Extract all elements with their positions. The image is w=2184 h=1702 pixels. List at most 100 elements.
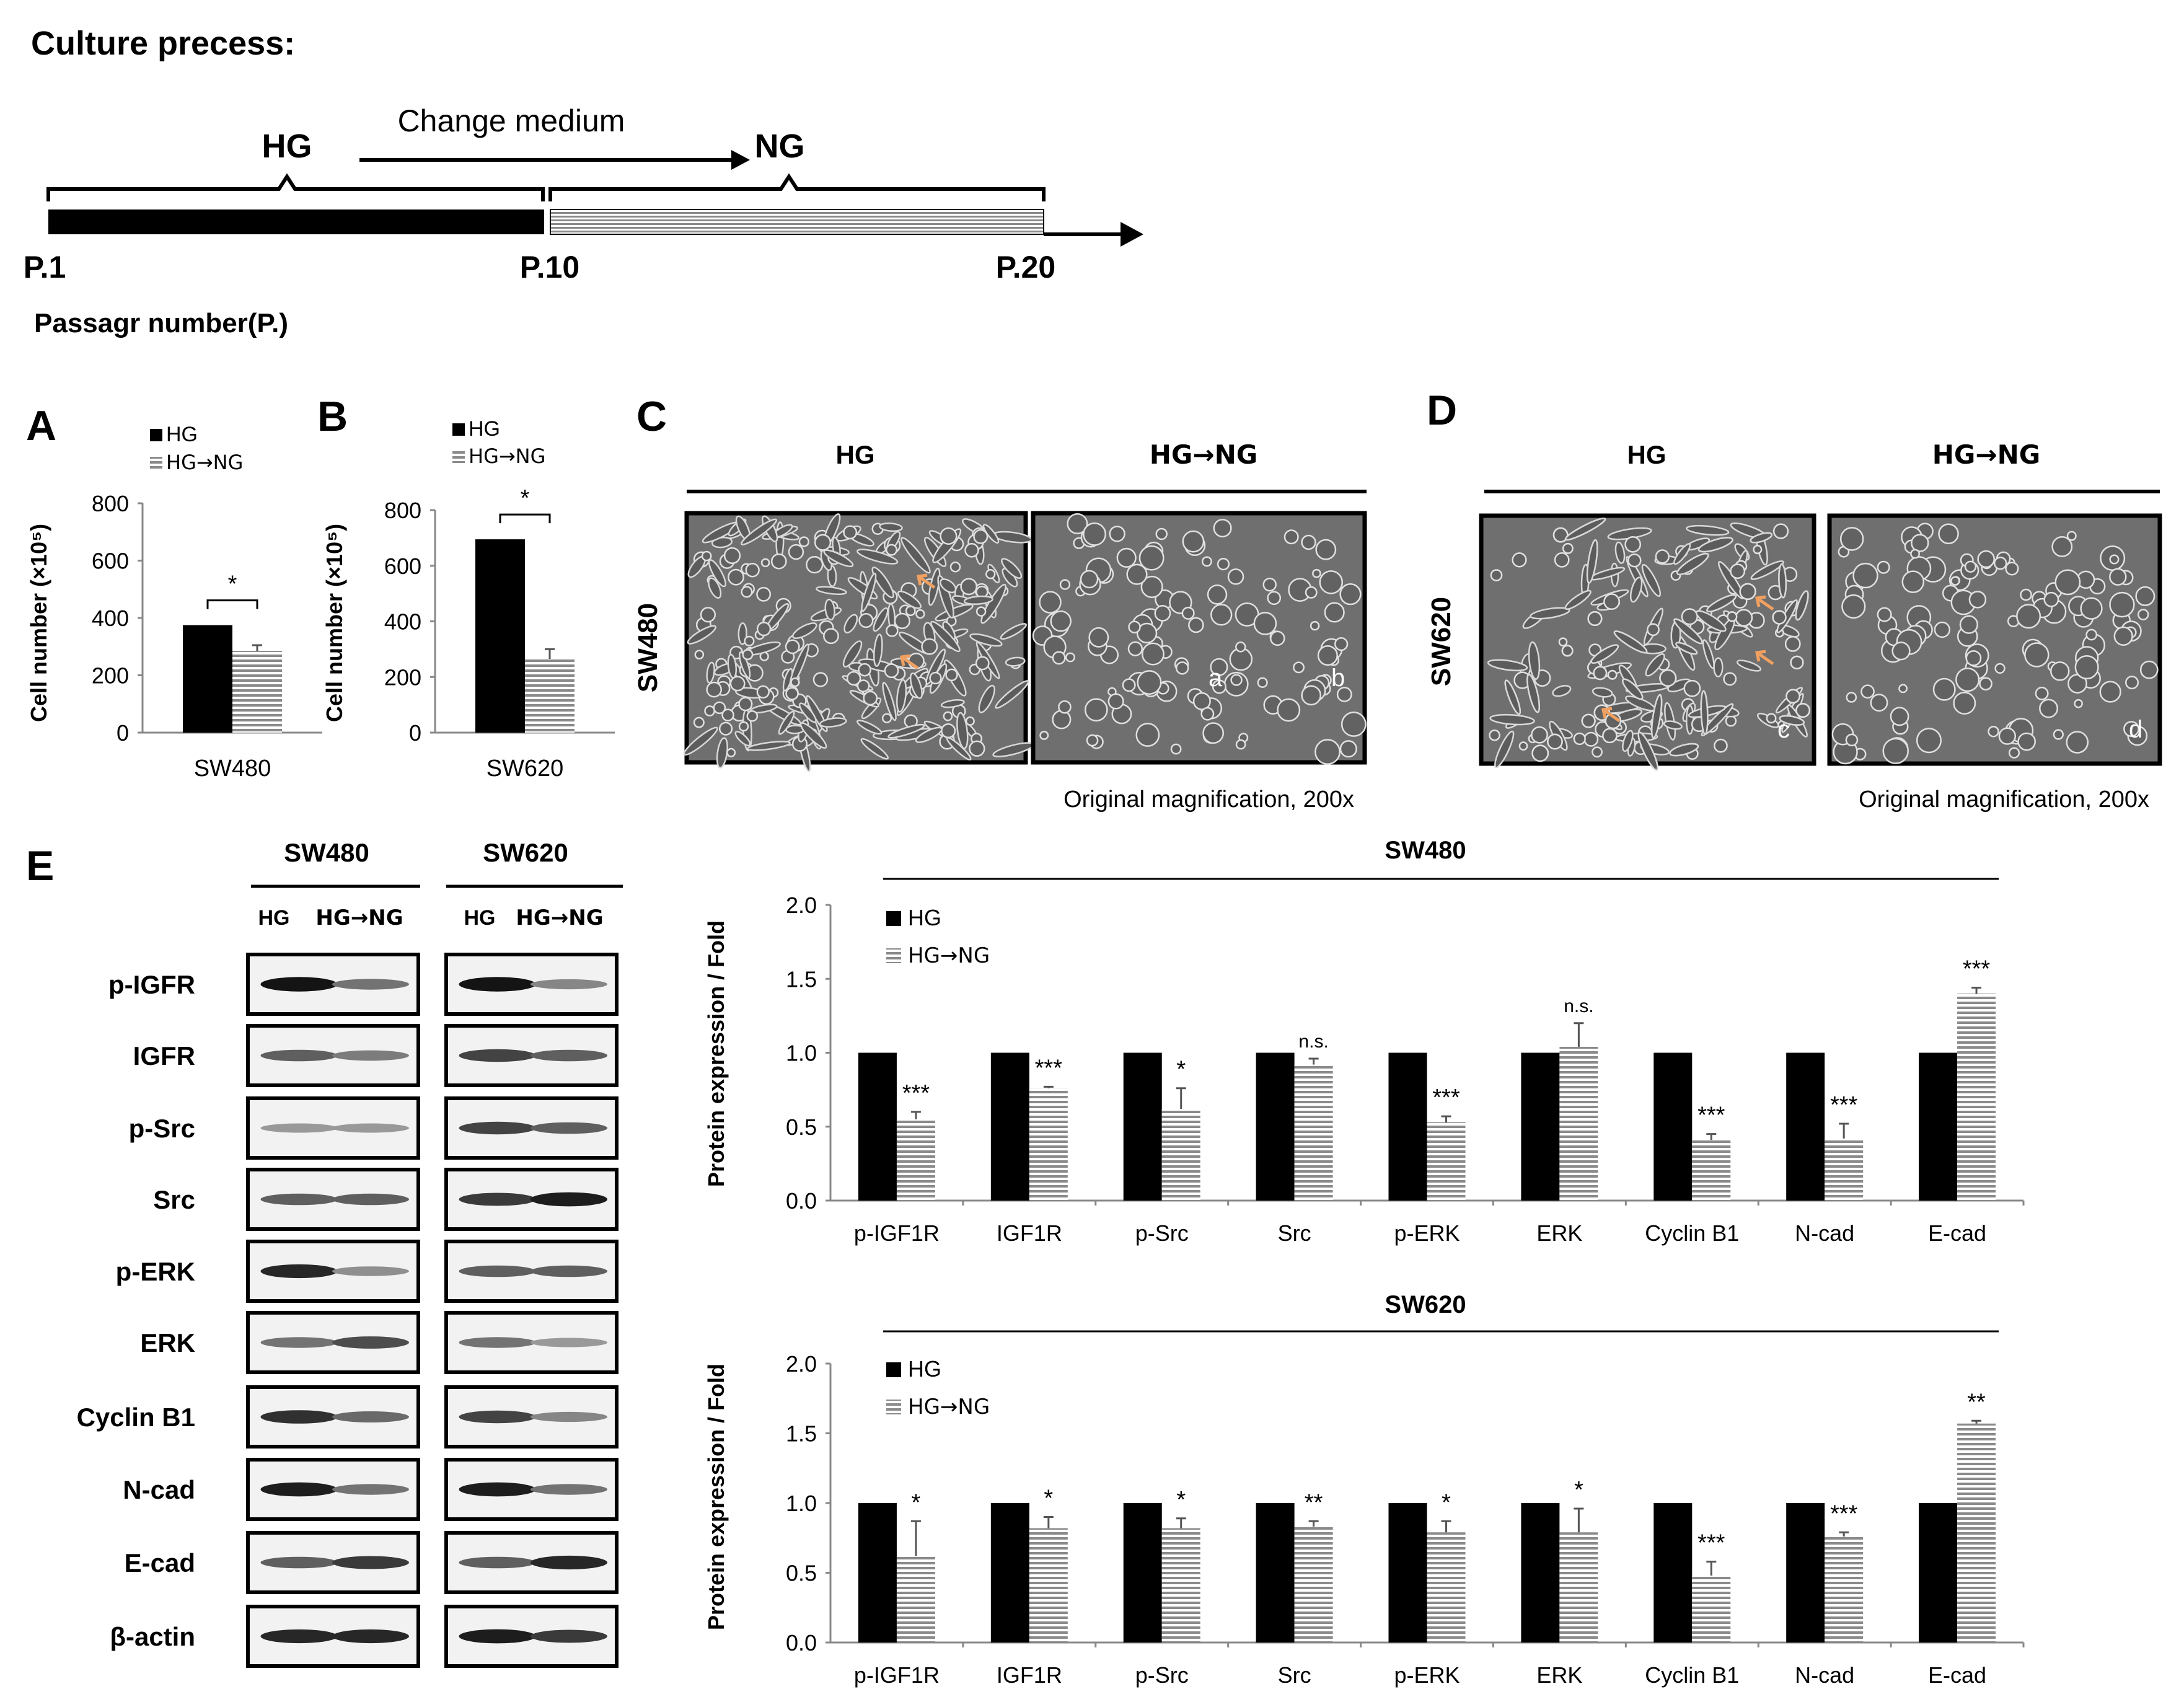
cell — [1317, 645, 1338, 666]
cell — [1860, 684, 1875, 699]
cell — [1669, 743, 1699, 757]
legend-hgng-swatch — [886, 1400, 901, 1414]
cell — [708, 577, 722, 599]
cell — [1530, 607, 1570, 620]
cell — [1217, 558, 1230, 571]
cell — [1790, 655, 1804, 669]
legend-hgng-swatch — [150, 457, 162, 469]
blot-band — [332, 1266, 409, 1276]
legend-hg-swatch — [150, 429, 162, 441]
cell — [985, 569, 996, 580]
cell — [816, 586, 847, 596]
cell — [1852, 562, 1878, 589]
cell — [1587, 611, 1603, 626]
cell — [1269, 630, 1285, 646]
cell — [1310, 620, 1320, 631]
cell — [1845, 733, 1859, 747]
cell — [1487, 659, 1528, 672]
cell — [1128, 620, 1141, 633]
protein-label: p-IGFR — [108, 970, 195, 999]
cell — [756, 685, 770, 699]
cell — [1528, 641, 1541, 680]
cell — [921, 638, 938, 655]
row-label: SW620 — [1426, 597, 1456, 686]
cell-arrow — [900, 655, 919, 670]
y-axis-label: Protein expression / Fold — [703, 1364, 729, 1630]
cell-arrowhead — [1755, 595, 1766, 607]
cell — [1512, 552, 1527, 568]
y-tick-label: 400 — [92, 606, 129, 631]
blot-band — [260, 1123, 338, 1133]
change-medium-arrowhead — [731, 150, 750, 170]
x-category-label: E-cad — [1928, 1220, 1986, 1246]
image-letter-c: c — [1777, 716, 1790, 743]
cell — [879, 523, 903, 532]
cell — [1059, 579, 1071, 590]
timeline-arrowhead — [1121, 222, 1143, 247]
significance-mark: *** — [1963, 956, 1991, 982]
cell — [2020, 588, 2032, 601]
chart-title: SW620 — [1385, 1291, 1466, 1318]
cell — [978, 684, 995, 713]
cell — [1675, 642, 1698, 655]
cell — [741, 586, 753, 598]
significance-mark: *** — [1830, 1501, 1858, 1527]
cell — [798, 702, 817, 723]
cell — [1695, 610, 1727, 632]
cell — [2080, 597, 2103, 620]
cell — [1207, 584, 1228, 605]
chart-b: B HG HG→NG Cell number (×10⁵) 0 200 400 600… — [317, 393, 615, 782]
cell — [884, 663, 899, 679]
cell — [2125, 676, 2139, 690]
x-category-label: Cyclin B1 — [1645, 1662, 1739, 1688]
cell-arrowhead — [1755, 650, 1766, 662]
cell — [1227, 568, 1244, 585]
bar-hgng — [1957, 1423, 1996, 1642]
blot-header-sw620: SW620 — [483, 838, 568, 867]
cell — [778, 710, 795, 735]
cell-arrow — [1756, 651, 1774, 666]
cell — [943, 711, 953, 721]
bar-hgng — [896, 1119, 935, 1201]
lane-hgng-sw480: HG→NG — [315, 906, 403, 930]
cell — [1058, 700, 1072, 714]
cell — [694, 650, 705, 659]
blot-band — [459, 1556, 536, 1569]
x-category-label: Cyclin B1 — [1645, 1220, 1739, 1246]
cell — [1235, 642, 1246, 653]
cell — [1235, 739, 1246, 750]
cell — [723, 547, 741, 565]
cell — [1339, 740, 1357, 758]
cell — [965, 716, 975, 726]
lane-hg-sw620: HG — [464, 906, 496, 930]
blot-band — [459, 1410, 536, 1424]
cell — [1192, 692, 1211, 710]
cell — [1663, 720, 1683, 730]
blot-band — [459, 1121, 536, 1135]
significance-mark: n.s. — [1298, 1031, 1328, 1052]
row-label: SW480 — [633, 603, 663, 692]
legend-hgng-swatch — [452, 451, 465, 463]
cell — [1305, 586, 1318, 599]
protein-label: E-cad — [125, 1548, 195, 1577]
chart-a: A HG HG→NG Cell number (×10⁵) 0 200 400 600… — [26, 402, 322, 782]
significance-mark: *** — [1035, 1055, 1063, 1081]
cell — [1315, 539, 1337, 560]
bar-hg — [1653, 1052, 1693, 1201]
cell — [2016, 604, 2041, 629]
cell — [1901, 570, 1925, 593]
y-tick-label: 0.5 — [786, 1114, 817, 1140]
cell — [1673, 543, 1691, 565]
cell — [1772, 523, 1789, 539]
chart-sw480-protein: SW480 HG HG→NG Protein expression / Fold… — [703, 837, 2025, 1246]
blot-band — [531, 1265, 607, 1277]
cell — [706, 681, 722, 698]
bar-hg — [183, 625, 232, 733]
cell — [856, 549, 899, 565]
cell — [1994, 663, 2006, 674]
significance-mark: n.s. — [1564, 996, 1593, 1016]
bar-hg — [858, 1503, 897, 1642]
cell — [1341, 711, 1367, 737]
cell — [1182, 530, 1205, 553]
